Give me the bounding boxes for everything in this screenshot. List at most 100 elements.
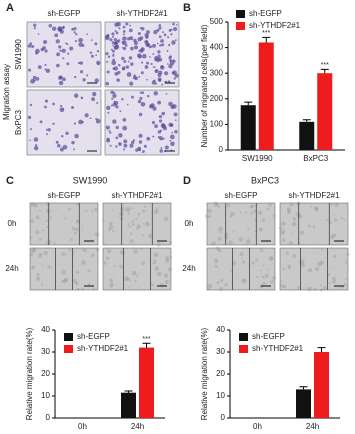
cell <box>138 133 143 138</box>
cell <box>121 98 124 101</box>
cell <box>91 97 96 102</box>
bar <box>299 121 315 150</box>
y-tick-label: 30 <box>41 347 50 356</box>
texture <box>321 248 324 251</box>
texture <box>103 243 106 246</box>
texture <box>224 232 229 237</box>
texture <box>268 256 274 262</box>
cell <box>114 40 119 44</box>
cell <box>122 40 127 46</box>
cell <box>58 80 64 86</box>
texture <box>95 247 100 252</box>
cell <box>35 76 40 81</box>
cell <box>161 83 164 86</box>
legend-swatch <box>64 333 73 341</box>
cell <box>29 103 33 107</box>
texture <box>131 270 137 276</box>
cell <box>105 81 110 86</box>
cell <box>157 50 161 54</box>
texture <box>266 207 270 211</box>
texture <box>306 252 308 254</box>
cell <box>138 75 141 78</box>
cell <box>106 70 110 74</box>
texture <box>343 218 346 221</box>
cell <box>77 61 81 65</box>
legend-swatch <box>64 345 73 353</box>
cell <box>138 112 143 117</box>
texture <box>39 253 43 256</box>
texture <box>215 246 220 251</box>
cell <box>114 22 119 27</box>
cell <box>62 57 65 60</box>
micrograph <box>102 202 172 247</box>
cell <box>110 90 114 95</box>
texture <box>156 271 162 277</box>
y-tick-label: 500 <box>210 17 224 26</box>
image-background <box>26 89 102 156</box>
cell <box>111 32 115 36</box>
bar <box>240 105 256 150</box>
texture <box>288 241 293 246</box>
cell <box>112 119 117 124</box>
cell <box>105 52 109 56</box>
micrograph <box>104 21 180 88</box>
texture <box>239 252 244 257</box>
cell <box>111 60 117 66</box>
cell <box>112 35 115 38</box>
texture <box>136 227 139 230</box>
significance-label: *** <box>142 336 150 343</box>
texture <box>163 216 169 222</box>
cell <box>140 27 145 31</box>
y-tick-label: 20 <box>41 369 50 378</box>
texture <box>330 202 334 206</box>
cell <box>151 120 156 125</box>
texture <box>49 216 52 219</box>
texture <box>287 264 292 269</box>
texture <box>105 256 110 260</box>
cell <box>160 39 164 43</box>
cell <box>31 44 35 49</box>
texture <box>340 216 343 220</box>
cell <box>90 39 93 41</box>
texture <box>286 207 291 212</box>
texture <box>334 202 339 207</box>
legend-label: sh-EGFP <box>249 9 282 18</box>
cell <box>29 139 31 142</box>
cell <box>114 30 117 33</box>
cell <box>115 145 118 148</box>
cell <box>171 131 174 134</box>
texture <box>239 211 242 214</box>
cell <box>168 56 172 60</box>
texture <box>279 223 282 226</box>
cell <box>59 147 64 152</box>
cell <box>112 54 115 57</box>
texture <box>107 228 111 232</box>
texture <box>141 261 146 266</box>
texture <box>165 258 170 263</box>
cell <box>33 145 39 151</box>
texture <box>332 279 336 284</box>
texture <box>281 221 286 226</box>
texture <box>295 211 301 217</box>
texture <box>282 284 287 289</box>
texture <box>224 235 229 240</box>
cell <box>27 115 32 120</box>
texture <box>320 219 322 221</box>
panel-title: SW1990 <box>73 175 108 185</box>
cell <box>29 128 32 131</box>
cell <box>94 78 99 83</box>
micrograph <box>205 201 276 246</box>
texture <box>44 240 46 242</box>
cell <box>78 42 84 47</box>
cell <box>123 143 128 148</box>
texture <box>145 222 150 227</box>
texture <box>120 250 125 255</box>
texture <box>125 207 131 213</box>
texture <box>63 282 66 284</box>
cell <box>152 135 155 138</box>
cell <box>125 65 130 69</box>
cell <box>132 139 136 142</box>
texture <box>226 203 231 208</box>
cell <box>73 27 77 31</box>
